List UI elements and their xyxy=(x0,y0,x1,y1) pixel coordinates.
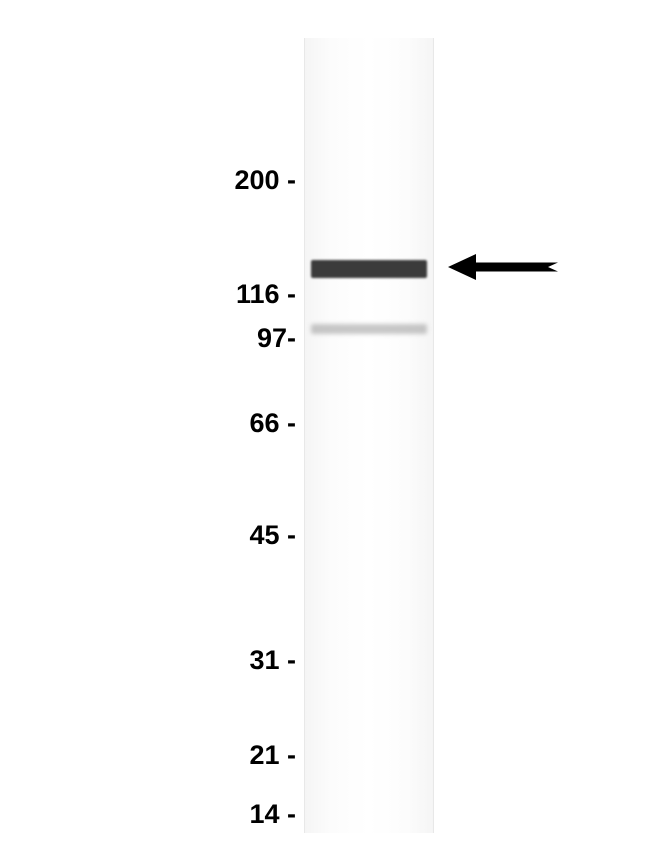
primary-band xyxy=(311,260,427,278)
mw-marker-value: 200 xyxy=(234,165,279,195)
mw-marker-45: 45 - xyxy=(249,520,296,551)
band-indicator-arrow xyxy=(448,252,558,282)
mw-marker-tick: - xyxy=(280,165,297,195)
mw-marker-value: 45 xyxy=(249,520,279,550)
secondary-band xyxy=(311,324,427,334)
mw-marker-value: 31 xyxy=(249,645,279,675)
mw-marker-value: 66 xyxy=(249,408,279,438)
mw-marker-tick: - xyxy=(280,520,297,550)
mw-marker-97: 97- xyxy=(257,323,296,354)
mw-marker-200: 200 - xyxy=(234,165,296,196)
mw-marker-tick: - xyxy=(280,279,297,309)
blot-figure: 200 -116 -97-66 -45 -31 -21 -14 - xyxy=(0,0,650,867)
mw-marker-value: 97 xyxy=(257,323,287,353)
mw-marker-tick: - xyxy=(287,323,296,353)
mw-marker-tick: - xyxy=(280,408,297,438)
mw-marker-tick: - xyxy=(280,645,297,675)
mw-marker-21: 21 - xyxy=(249,740,296,771)
mw-marker-value: 21 xyxy=(249,740,279,770)
mw-marker-116: 116 - xyxy=(236,279,296,310)
mw-marker-tick: - xyxy=(280,740,297,770)
mw-marker-value: 116 xyxy=(236,279,280,309)
gel-lane xyxy=(304,38,434,833)
mw-marker-31: 31 - xyxy=(249,645,296,676)
mw-marker-value: 14 xyxy=(249,799,279,829)
mw-marker-14: 14 - xyxy=(249,799,296,830)
mw-marker-tick: - xyxy=(280,799,297,829)
mw-marker-66: 66 - xyxy=(249,408,296,439)
